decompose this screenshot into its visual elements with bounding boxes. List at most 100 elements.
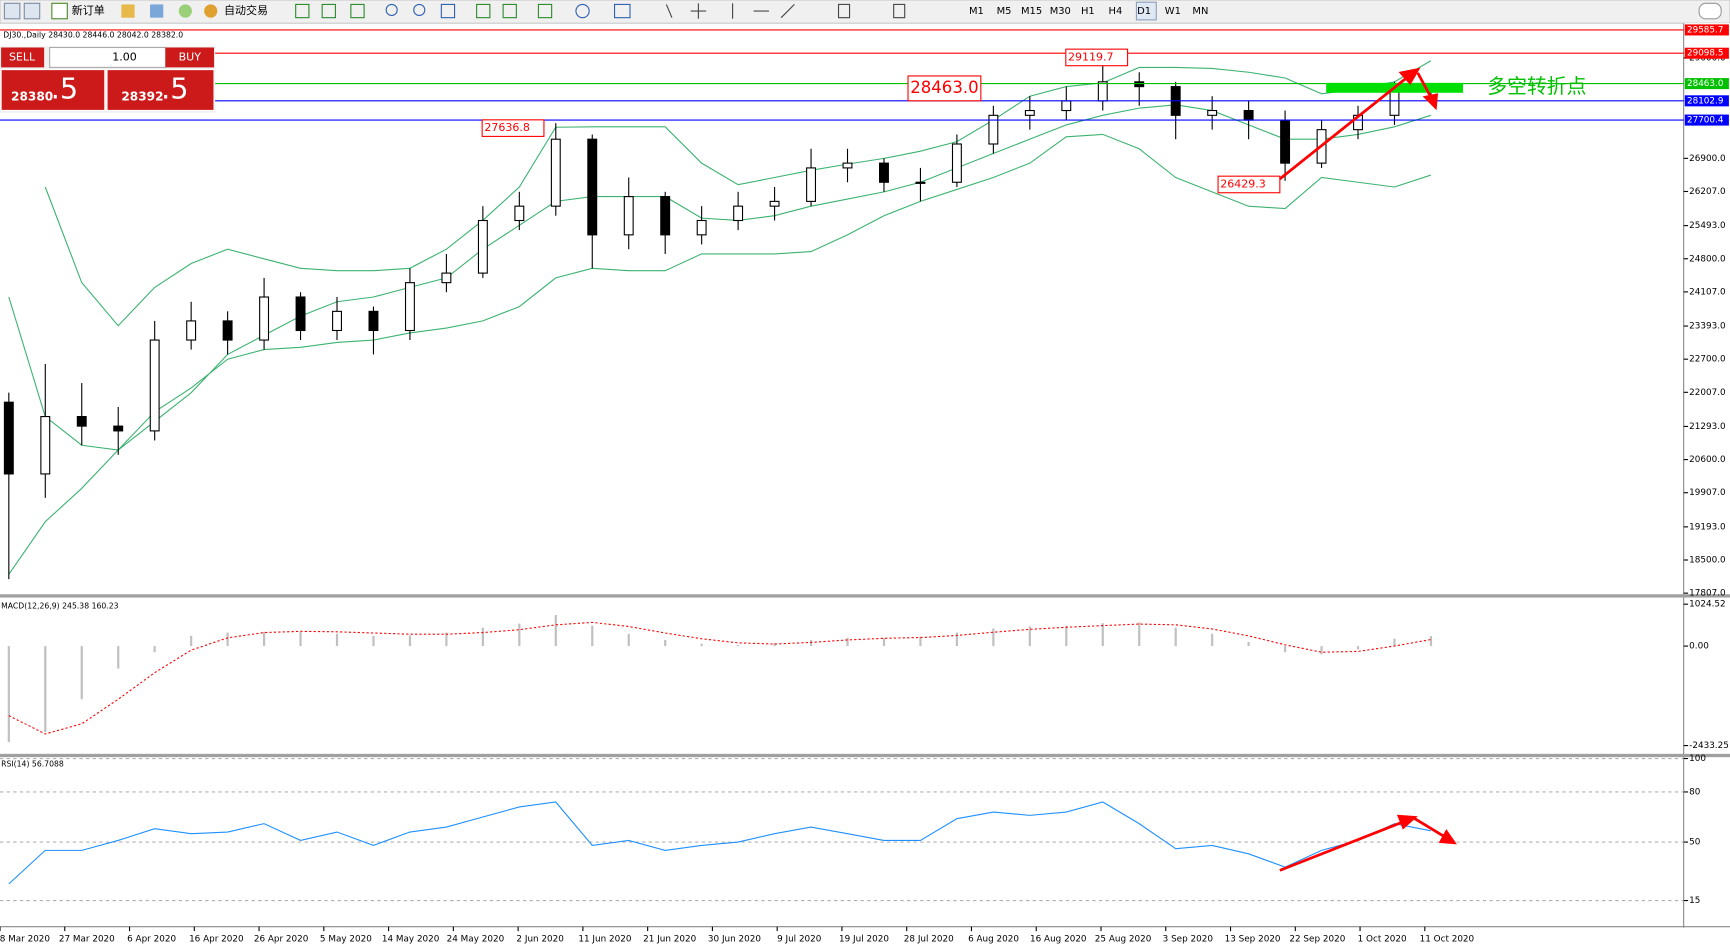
candle-body: [1389, 90, 1400, 116]
panel-separator: [0, 753, 1730, 758]
annotation-box: [481, 119, 545, 137]
candle-body: [842, 162, 853, 169]
timeframe[interactable]: MN: [1192, 6, 1208, 17]
new-order-icon[interactable]: [51, 2, 68, 20]
candle-body: [259, 296, 270, 341]
icon[interactable]: [23, 2, 41, 20]
candle-body: [623, 196, 634, 236]
lot-value[interactable]: 1.00: [112, 50, 137, 63]
annotation: 28463.0: [910, 78, 978, 97]
candle-body: [988, 114, 999, 145]
y-tick-label: 17807.0: [1689, 589, 1726, 599]
bollinger-band: [8, 104, 1432, 451]
price-level-box: [1684, 95, 1729, 107]
bollinger-band: [44, 60, 1432, 327]
arrowhead: [1398, 67, 1421, 86]
chart-title: DJ30.,Daily 28430.0 28446.0 28042.0 2838…: [3, 30, 183, 39]
tool[interactable]: [321, 3, 336, 19]
trendline-tool[interactable]: [780, 4, 795, 19]
zoom-out[interactable]: [413, 3, 426, 17]
y-tick-label: 1024.52: [1689, 600, 1725, 610]
lot-input[interactable]: [49, 46, 167, 68]
search-icon[interactable]: [1698, 2, 1722, 20]
timeframe[interactable]: M5: [997, 6, 1012, 17]
buy-price-box[interactable]: [106, 69, 215, 112]
chart-area: 29000.026900.026207.025493.024800.024107…: [0, 23, 1730, 944]
x-tick-label: 6 Aug 2020: [968, 934, 1019, 944]
candle-body: [1280, 119, 1291, 164]
timeframe[interactable]: W1: [1165, 6, 1181, 17]
cursor-tool[interactable]: [665, 4, 673, 18]
sell-label[interactable]: SELL: [9, 50, 36, 63]
indicator-title: MACD(12,26,9) 245.38 160.23: [1, 601, 119, 610]
sell-price-tail[interactable]: .5: [51, 72, 78, 106]
candle-body: [404, 282, 415, 332]
tool[interactable]: [502, 3, 517, 19]
candle-body: [222, 320, 233, 341]
timeframe[interactable]: M1: [969, 6, 984, 17]
buy-price-tail[interactable]: .5: [161, 72, 188, 106]
x-tick-label: 30 Jun 2020: [708, 934, 761, 944]
timeframe[interactable]: M15: [1021, 6, 1042, 17]
timeframe[interactable]: H1: [1081, 6, 1095, 17]
candle-body: [1097, 81, 1108, 102]
sell-price[interactable]: 28380: [11, 90, 53, 104]
sell-price-box[interactable]: [0, 69, 106, 112]
candle-body: [550, 138, 561, 207]
x-tick-label: 6 Apr 2020: [127, 934, 176, 944]
toolbar: 新订单 自动交易 M1 M5 M: [0, 0, 1730, 24]
price-level-label: 28463.0: [1687, 79, 1724, 89]
timeframe[interactable]: M30: [1050, 6, 1071, 17]
price-level-label: 29098.5: [1687, 49, 1723, 59]
tool[interactable]: [575, 3, 590, 19]
tool[interactable]: [440, 3, 456, 19]
buy-label[interactable]: BUY: [179, 50, 202, 63]
annotation-box: [1065, 48, 1129, 67]
timeframe[interactable]: H4: [1109, 6, 1123, 17]
price-level-box: [1684, 24, 1729, 36]
annotation-box: [1217, 175, 1281, 194]
candle-body: [1024, 109, 1035, 116]
tool[interactable]: [893, 3, 906, 19]
auto-trading-icon[interactable]: [204, 4, 218, 18]
buy-button[interactable]: [165, 47, 215, 68]
arrowhead: [1438, 829, 1457, 845]
buy-price[interactable]: 28392: [121, 90, 163, 104]
tool[interactable]: [476, 3, 491, 19]
zoom-in[interactable]: [385, 3, 398, 17]
x-tick-label: 11 Oct 2020: [1420, 934, 1475, 944]
arrow: [1278, 74, 1411, 181]
auto-trading-button[interactable]: 自动交易: [224, 3, 268, 17]
x-tick-label: 5 May 2020: [320, 934, 372, 944]
tool[interactable]: [295, 3, 310, 19]
y-tick-label: 0.00: [1689, 642, 1709, 652]
y-tick-label: 24107.0: [1689, 287, 1726, 297]
annotation: 26429.3: [1220, 177, 1266, 190]
y-tick-label: 19907.0: [1689, 488, 1726, 498]
icon[interactable]: [150, 4, 164, 18]
tool[interactable]: [837, 3, 851, 19]
new-order-button[interactable]: 新订单: [72, 3, 105, 17]
price-level-label: 27700.4: [1687, 116, 1724, 126]
sell-button[interactable]: [1, 47, 45, 68]
tool[interactable]: [537, 3, 553, 19]
arrow: [1279, 820, 1404, 872]
candle-body: [1207, 109, 1218, 116]
timeframe[interactable]: D1: [1137, 6, 1151, 17]
trade-panel: SELL 1.00 BUY 28380 .5 28392 .5: [0, 46, 216, 113]
y-tick-label: 22700.0: [1689, 355, 1726, 365]
tool[interactable]: [613, 3, 631, 19]
candle-body: [76, 416, 87, 427]
candle-body: [915, 181, 926, 184]
icon[interactable]: [178, 4, 192, 18]
candle-body: [295, 296, 306, 332]
arrow: [1413, 817, 1447, 839]
tool[interactable]: [350, 3, 365, 19]
icon[interactable]: [3, 2, 21, 20]
x-tick-label: 11 Jun 2020: [578, 934, 631, 944]
toolbar-bg: [0, 0, 1730, 24]
candle-body: [477, 219, 488, 274]
icon[interactable]: [121, 4, 135, 18]
x-tick-label: 1 Oct 2020: [1358, 934, 1407, 944]
